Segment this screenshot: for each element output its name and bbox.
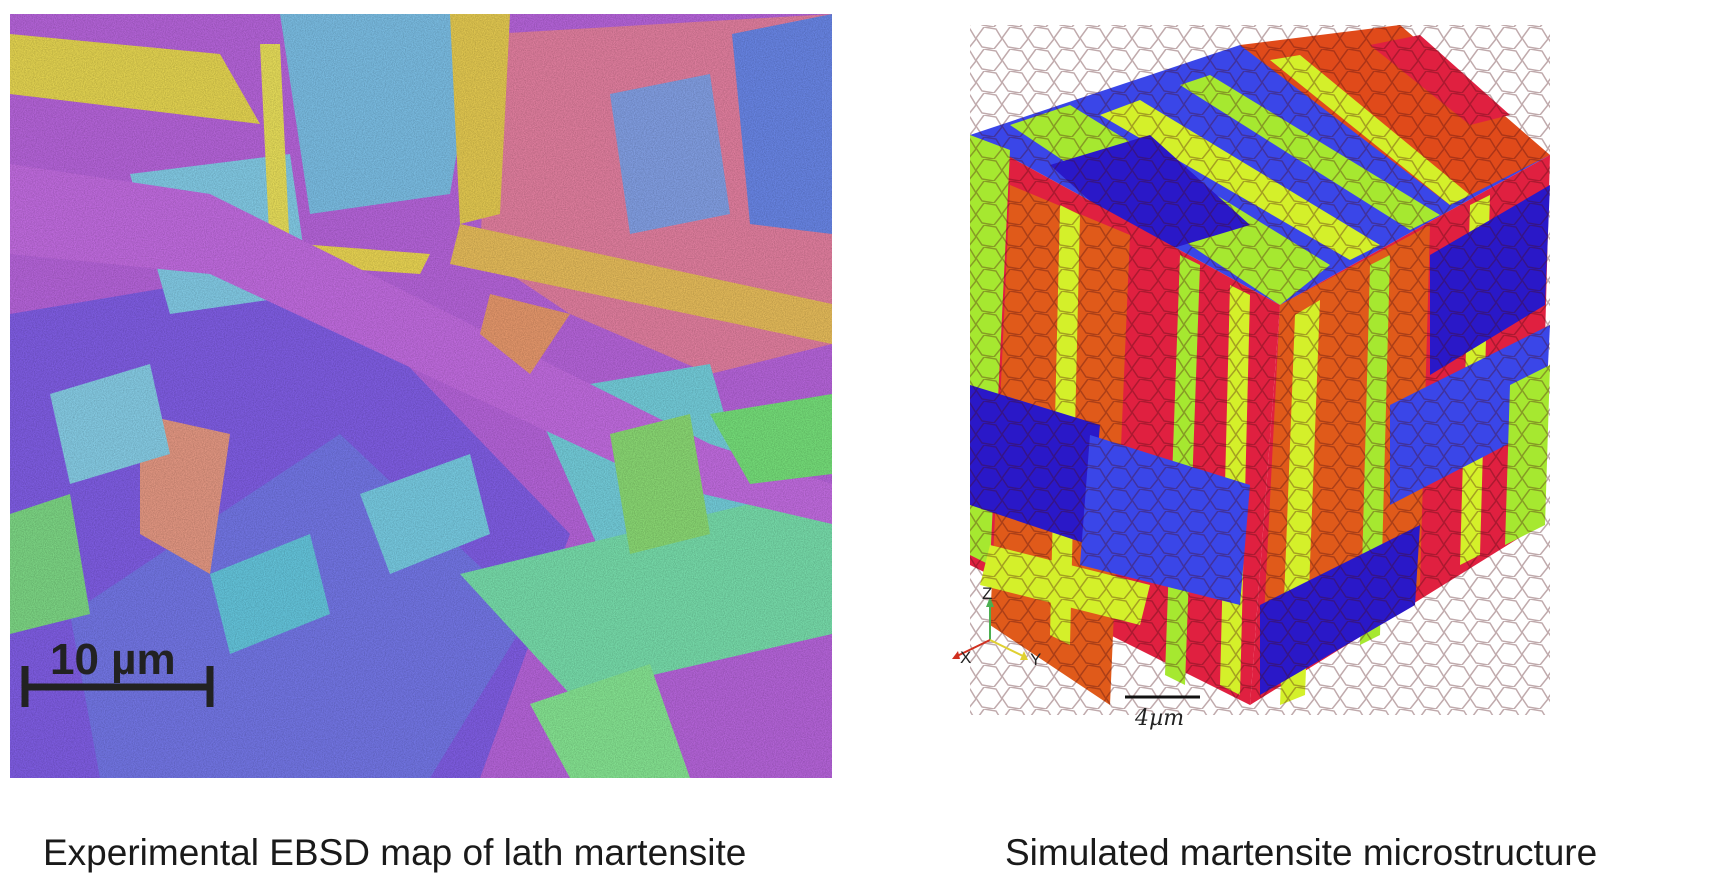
cube-scale-bar: 4µm xyxy=(1125,695,1200,731)
axis-label-x: X xyxy=(960,648,971,667)
cube-scale-bar-label: 4µm xyxy=(1134,706,1184,731)
ebsd-map-graphic: 10 µm xyxy=(10,14,832,778)
ebsd-map-image: 10 µm xyxy=(10,14,832,778)
caption-left: Experimental EBSD map of lath martensite xyxy=(43,832,747,873)
ebsd-scale-bar: 10 µm xyxy=(21,635,214,707)
cube-graphic: Z X Y 4µm xyxy=(952,25,1550,731)
axis-triad: Z X Y xyxy=(952,584,1041,669)
axis-label-y: Y xyxy=(1030,650,1041,669)
simulated-microstructure-image: Z X Y 4µm xyxy=(950,5,1702,775)
axis-label-z: Z xyxy=(982,584,992,603)
ebsd-scale-bar-label: 10 µm xyxy=(50,635,176,684)
caption-right: Simulated martensite microstructure xyxy=(1005,832,1598,873)
